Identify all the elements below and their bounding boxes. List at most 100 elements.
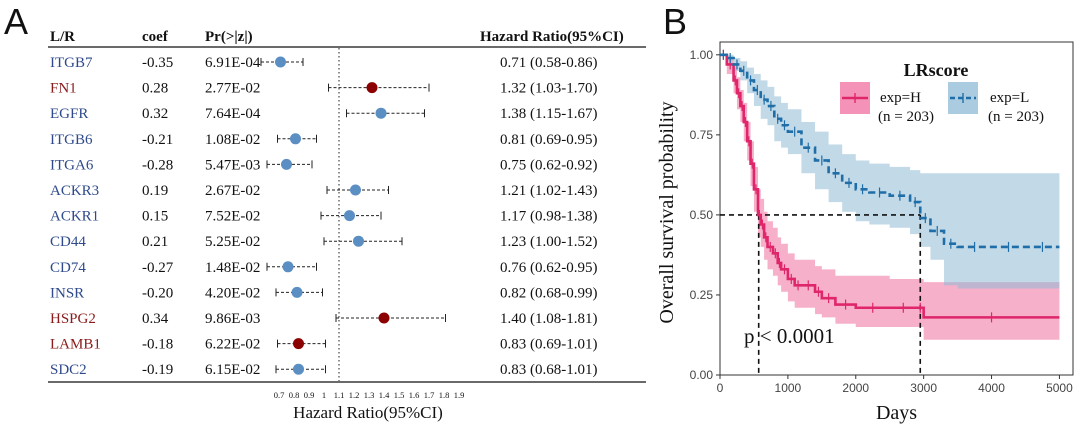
coef-value: 0.15 xyxy=(142,209,168,225)
x-tick-label: 1.6 xyxy=(409,390,420,400)
p-value-annotation: p < 0.0001 xyxy=(744,324,835,348)
gene-label: ITGA6 xyxy=(50,157,94,173)
coef-value: -0.20 xyxy=(142,285,173,301)
hr-ci-text: 1.23 (1.00-1.52) xyxy=(500,234,598,250)
legend-title: LRscore xyxy=(904,60,969,80)
gene-label: ITGB7 xyxy=(50,55,93,71)
p-value: 7.52E-02 xyxy=(205,209,260,225)
hr-ci-text: 0.75 (0.62-0.92) xyxy=(500,157,598,173)
x-tick-label: 1.8 xyxy=(439,390,450,400)
x-tick-label: 1 xyxy=(322,390,326,400)
x-tick-label: 1.9 xyxy=(454,390,465,400)
coef-value: 0.28 xyxy=(142,81,168,97)
y-tick-label: 0.75 xyxy=(690,128,714,142)
survival-curve-exp-l xyxy=(720,53,1060,249)
hr-ci-text: 0.81 (0.69-0.95) xyxy=(500,132,598,148)
p-value: 9.86E-03 xyxy=(205,311,260,327)
hr-ci-text: 0.82 (0.68-0.99) xyxy=(500,285,598,301)
survival-curve-exp-h xyxy=(720,53,1060,319)
hr-ci-text: 1.32 (1.03-1.70) xyxy=(500,81,598,97)
gene-label: EGFR xyxy=(50,106,88,122)
x-axis-title: Days xyxy=(876,402,917,424)
hr-point xyxy=(291,286,303,298)
hr-point xyxy=(366,82,378,94)
hr-point xyxy=(282,261,294,273)
gene-label: HSPG2 xyxy=(50,311,96,327)
gene-label: FN1 xyxy=(50,81,77,97)
hr-ci-text: 0.71 (0.58-0.86) xyxy=(500,55,598,71)
p-value: 6.22E-02 xyxy=(205,337,260,353)
coef-value: 0.34 xyxy=(142,311,169,327)
hr-ci-text: 1.17 (0.98-1.38) xyxy=(500,209,598,225)
coef-value: -0.35 xyxy=(142,55,173,71)
coef-value: -0.27 xyxy=(142,260,174,276)
x-tick-label: 4000 xyxy=(978,381,1005,395)
p-value: 2.67E-02 xyxy=(205,183,260,199)
gene-label: INSR xyxy=(50,285,84,301)
panel-label-a: A xyxy=(4,1,29,42)
x-tick-label: 0 xyxy=(717,381,724,395)
ci-band-exp-l xyxy=(720,54,1060,289)
p-value: 4.20E-02 xyxy=(205,285,260,301)
column-header: L/R xyxy=(50,29,75,45)
hr-point xyxy=(293,363,304,375)
p-value: 2.77E-02 xyxy=(205,81,260,97)
x-tick-label: 2000 xyxy=(842,381,869,395)
hr-point xyxy=(290,133,301,145)
p-value: 6.91E-04 xyxy=(205,55,261,71)
gene-label: ACKR3 xyxy=(50,183,99,199)
hr-ci-text: 1.38 (1.15-1.67) xyxy=(500,106,598,122)
gene-label: SDC2 xyxy=(50,362,87,378)
x-tick-label: 0.8 xyxy=(289,390,300,400)
x-tick-label: 1.4 xyxy=(379,390,390,400)
x-tick-label: 1.3 xyxy=(364,390,375,400)
hr-point xyxy=(281,158,292,170)
x-tick-label: 0.9 xyxy=(304,390,315,400)
hr-point xyxy=(353,235,364,247)
x-tick-label: 5000 xyxy=(1046,381,1073,395)
gene-label: CD74 xyxy=(50,260,86,276)
x-tick-label: 1.7 xyxy=(424,390,435,400)
column-header: Hazard Ratio(95%CI) xyxy=(480,29,624,45)
y-tick-label: 0.00 xyxy=(690,368,714,382)
x-tick-label: 3000 xyxy=(910,381,937,395)
gene-label: LAMB1 xyxy=(50,337,101,353)
legend-label: exp=L xyxy=(990,90,1029,106)
p-value: 5.47E-03 xyxy=(205,157,260,173)
gene-label: ACKR1 xyxy=(50,209,99,225)
coef-value: 0.32 xyxy=(142,106,168,122)
coef-value: -0.19 xyxy=(142,362,173,378)
km-plot: 0 1000 2000 3000 4000 5000 0.00 0.25 0.50 0.75 1.0… xyxy=(656,41,1074,424)
panel-label-b: B xyxy=(663,1,688,42)
hr-ci-text: 0.83 (0.69-1.01) xyxy=(500,337,598,353)
hr-point xyxy=(293,338,304,350)
hr-ci-text: 0.76 (0.62-0.95) xyxy=(500,260,598,276)
hr-point xyxy=(344,210,355,222)
x-tick-label: 1.1 xyxy=(334,390,345,400)
hr-point xyxy=(378,312,390,324)
gene-label: CD44 xyxy=(50,234,86,250)
coef-value: 0.21 xyxy=(142,234,168,250)
hr-ci-text: 1.40 (1.08-1.81) xyxy=(500,311,598,327)
coef-value: -0.21 xyxy=(142,132,173,148)
x-tick-label: 1.5 xyxy=(394,390,405,400)
x-tick-label: 1.2 xyxy=(349,390,360,400)
legend-label: exp=H xyxy=(880,90,921,106)
column-header: coef xyxy=(142,29,169,45)
hr-point xyxy=(275,56,286,68)
x-tick-label: 0.7 xyxy=(274,390,285,400)
y-tick-label: 1.00 xyxy=(690,48,714,62)
ci-band-exp-h xyxy=(720,54,1060,340)
legend-count: (n = 203) xyxy=(878,109,934,125)
hr-ci-text: 1.21 (1.02-1.43) xyxy=(500,183,598,199)
y-axis-title: Overall survival probability xyxy=(656,101,678,323)
coef-value: -0.28 xyxy=(142,157,173,173)
gene-label: ITGB6 xyxy=(50,132,93,148)
legend-count: (n = 203) xyxy=(988,109,1044,125)
coef-value: 0.19 xyxy=(142,183,168,199)
p-value: 5.25E-02 xyxy=(205,234,260,250)
p-value: 1.08E-02 xyxy=(205,132,260,148)
y-tick-label: 0.25 xyxy=(690,288,714,302)
hr-point xyxy=(350,184,361,196)
